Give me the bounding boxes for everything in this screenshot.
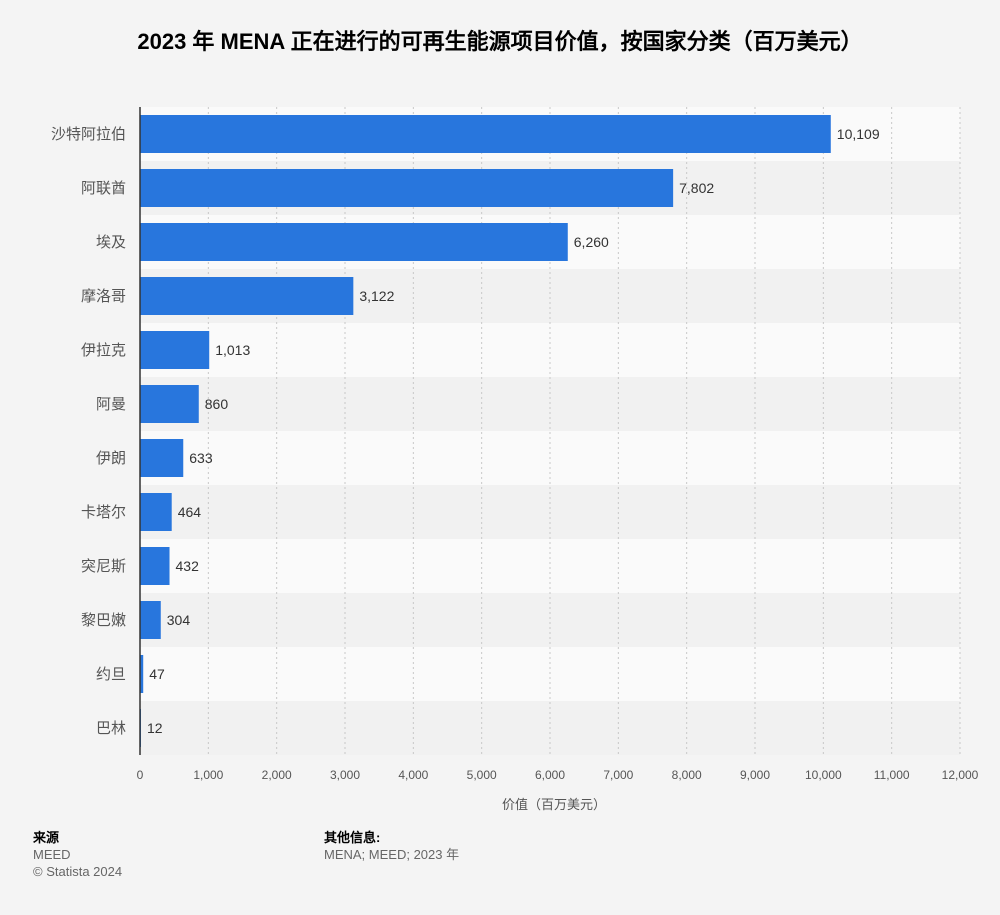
bar[interactable] [140, 385, 199, 423]
value-label: 860 [205, 396, 229, 412]
value-label: 3,122 [359, 288, 394, 304]
x-tick-label: 5,000 [467, 768, 497, 782]
category-label: 突尼斯 [81, 558, 126, 575]
chart-title: 2023 年 MENA 正在进行的可再生能源项目价值，按国家分类（百万美元） [137, 29, 863, 54]
x-tick-label: 12,000 [942, 768, 979, 782]
copyright[interactable]: © Statista 2024 [33, 864, 123, 879]
x-tick-label: 10,000 [805, 768, 842, 782]
info-text: MENA; MEED; 2023 年 [324, 847, 460, 862]
category-label: 阿联酋 [81, 179, 126, 197]
category-label: 约旦 [96, 666, 126, 683]
source-block: 来源 MEED © Statista 2024 [33, 829, 122, 880]
category-label: 沙特阿拉伯 [51, 126, 126, 143]
bar[interactable] [140, 115, 831, 153]
bar[interactable] [140, 439, 184, 477]
bar[interactable] [140, 169, 674, 207]
bar[interactable] [140, 277, 354, 315]
x-tick-label: 0 [137, 768, 144, 782]
info-block: 其他信息: MENA; MEED; 2023 年 [324, 829, 459, 863]
category-label: 摩洛哥 [81, 287, 126, 305]
category-label: 伊朗 [96, 450, 126, 467]
x-tick-label: 3,000 [330, 768, 360, 782]
bar[interactable] [140, 493, 172, 531]
x-tick-label: 8,000 [672, 768, 702, 782]
info-heading: 其他信息: [324, 830, 381, 845]
x-tick-label: 1,000 [193, 768, 223, 782]
x-tick-label: 6,000 [535, 768, 565, 782]
category-label: 伊拉克 [81, 342, 126, 359]
value-label: 464 [178, 504, 202, 520]
x-tick-label: 9,000 [740, 768, 770, 782]
value-label: 12 [147, 720, 163, 736]
value-label: 304 [167, 612, 191, 628]
value-label: 6,260 [574, 234, 609, 250]
category-label: 埃及 [96, 234, 126, 251]
x-tick-label: 4,000 [398, 768, 428, 782]
value-label: 1,013 [215, 342, 250, 358]
category-label: 阿曼 [96, 396, 126, 413]
category-label: 黎巴嫩 [81, 612, 126, 629]
x-tick-label: 11,000 [874, 768, 910, 782]
category-label: 卡塔尔 [81, 504, 126, 521]
source-name[interactable]: MEED [33, 847, 71, 862]
source-heading: 来源 [33, 830, 60, 845]
x-tick-label: 2,000 [262, 768, 292, 782]
category-label: 巴林 [96, 720, 126, 737]
value-label: 7,802 [679, 180, 714, 196]
bar[interactable] [140, 331, 210, 369]
bar[interactable] [140, 601, 161, 639]
x-tick-label: 7,000 [603, 768, 633, 782]
x-axis-title: 价值（百万美元） [502, 797, 606, 812]
bar[interactable] [140, 547, 170, 585]
value-label: 47 [149, 666, 165, 682]
value-label: 633 [189, 450, 213, 466]
value-label: 432 [176, 558, 200, 574]
bar[interactable] [140, 655, 144, 693]
value-label: 10,109 [837, 126, 880, 142]
bar[interactable] [140, 223, 568, 261]
